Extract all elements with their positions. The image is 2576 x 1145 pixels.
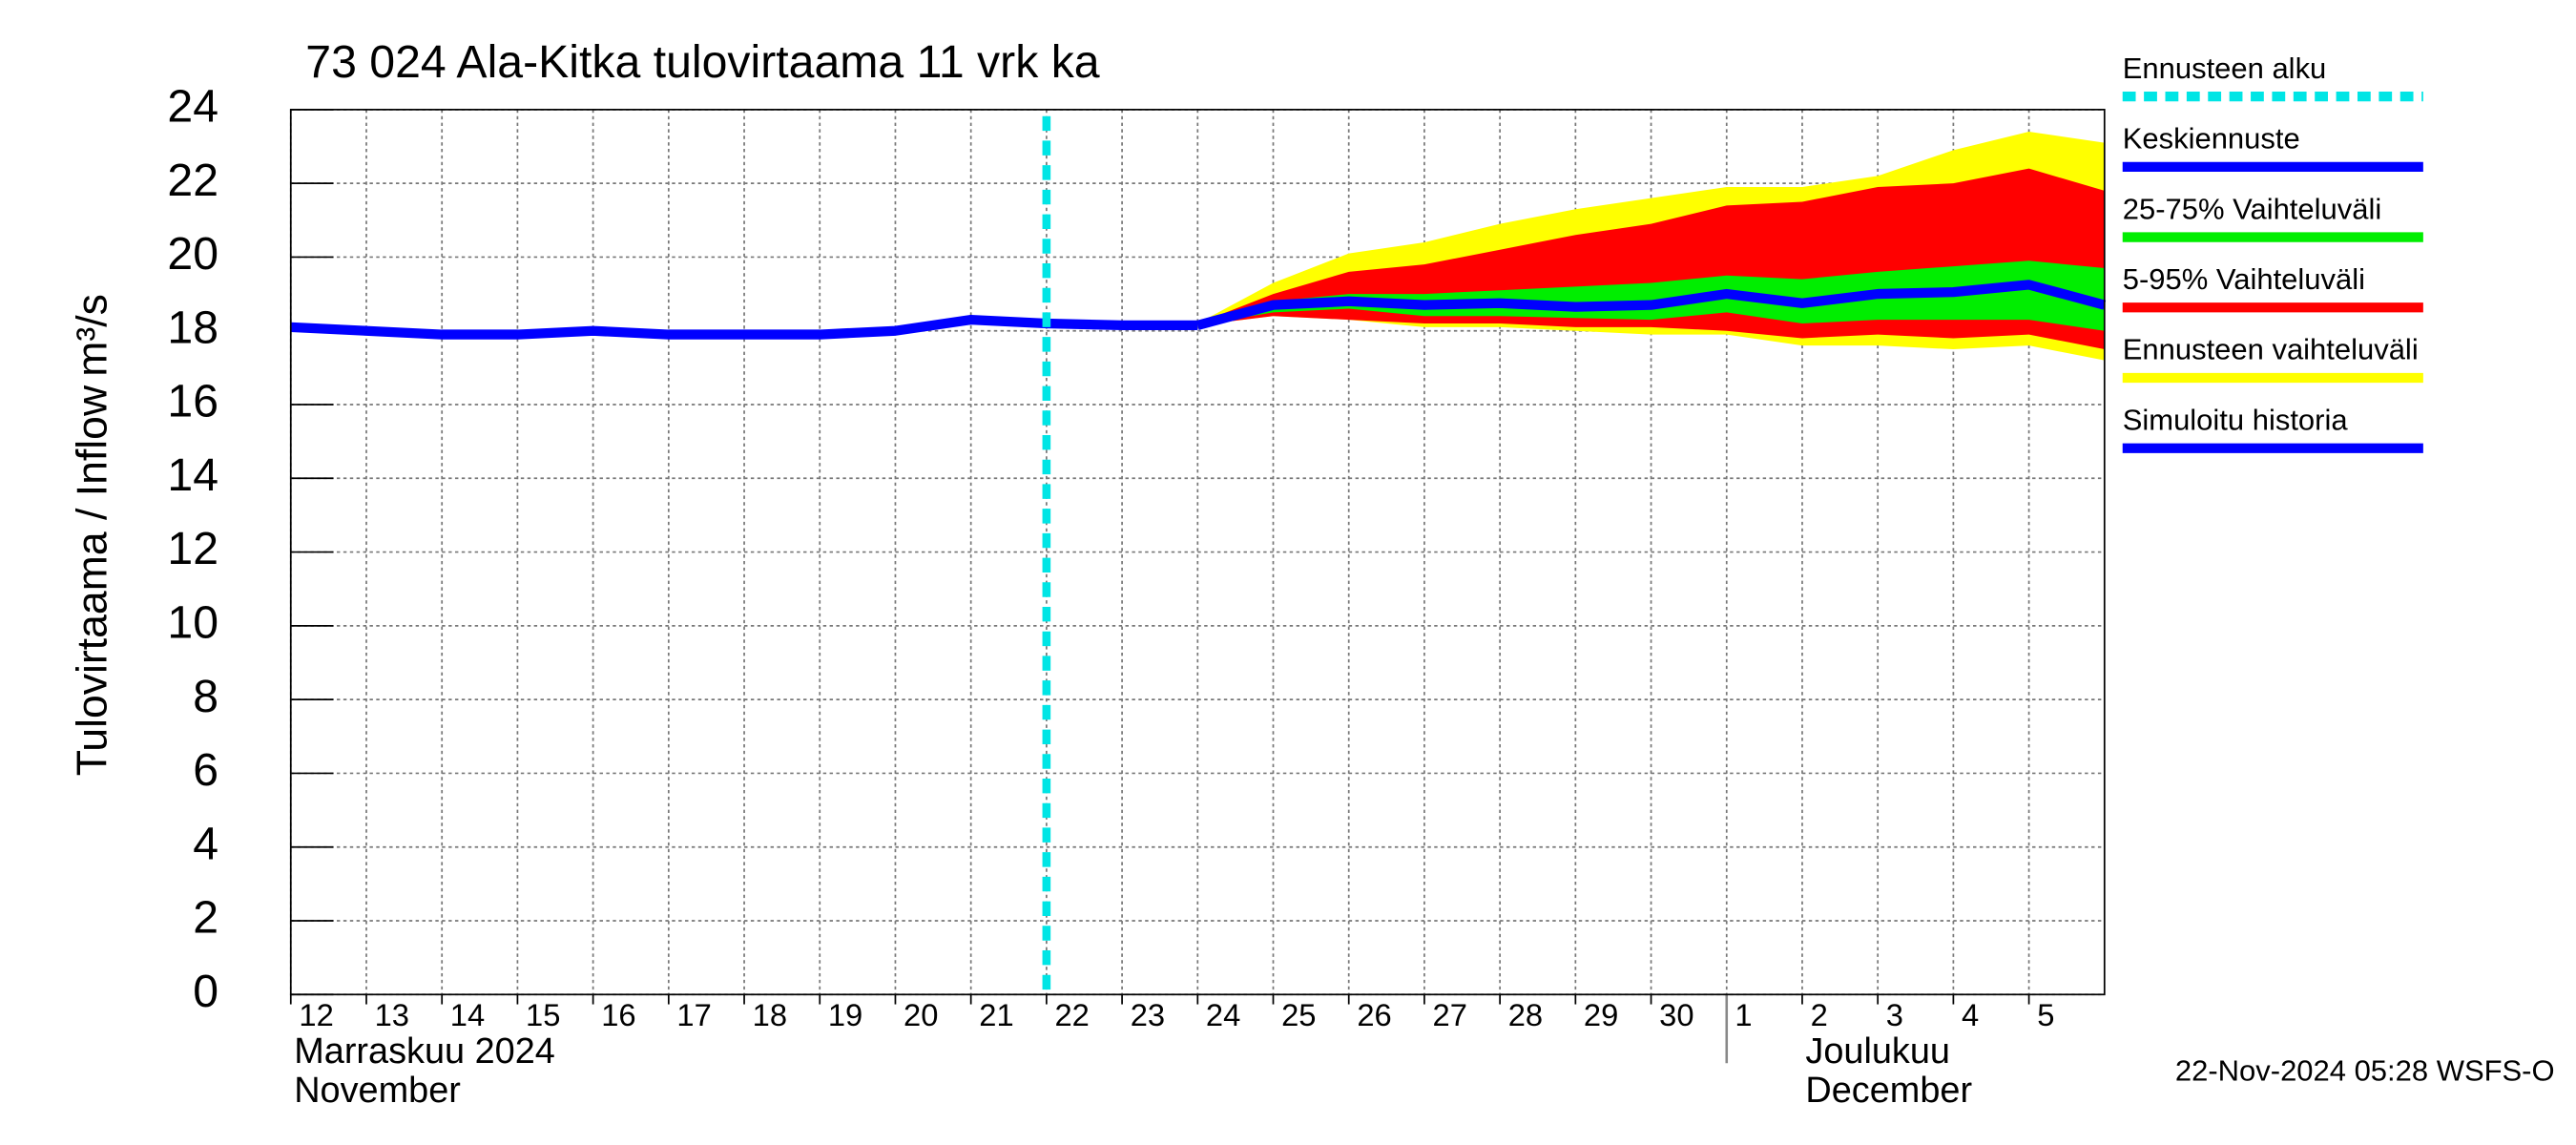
x-tick-label: 24	[1206, 997, 1240, 1032]
y-tick-label: 12	[167, 523, 218, 574]
y-tick-label: 24	[167, 81, 218, 133]
x-tick-label: 28	[1508, 997, 1543, 1032]
month-label: Marraskuu 2024	[294, 1031, 555, 1072]
x-tick-label: 2	[1811, 997, 1828, 1032]
legend-label: Simuloitu historia	[2123, 404, 2349, 437]
y-tick-label: 10	[167, 597, 218, 649]
legend-label: 25-75% Vaihteluväli	[2123, 192, 2381, 225]
y-tick-label: 0	[193, 966, 218, 1017]
legend-label: Keskiennuste	[2123, 122, 2300, 156]
y-axis-label: Tulovirtaama / Inflow	[70, 385, 116, 776]
forecast-band	[1197, 260, 2105, 331]
y-tick-label: 8	[193, 671, 218, 722]
x-tick-label: 5	[2037, 997, 2054, 1032]
x-tick-label: 27	[1433, 997, 1467, 1032]
legend-label: Ennusteen alku	[2123, 52, 2327, 85]
x-tick-label: 30	[1659, 997, 1693, 1032]
x-tick-label: 12	[299, 997, 333, 1032]
y-tick-label: 18	[167, 302, 218, 353]
x-tick-label: 17	[676, 997, 711, 1032]
y-tick-label: 4	[193, 818, 218, 869]
x-tick-label: 26	[1357, 997, 1391, 1032]
legend-label: 5-95% Vaihteluväli	[2123, 262, 2365, 296]
x-tick-label: 23	[1131, 997, 1165, 1032]
y-tick-label: 22	[167, 155, 218, 206]
month-label: November	[294, 1071, 461, 1111]
month-label: Joulukuu	[1805, 1031, 1950, 1072]
x-tick-label: 13	[375, 997, 409, 1032]
y-tick-label: 20	[167, 228, 218, 280]
x-tick-label: 18	[753, 997, 787, 1032]
month-label: December	[1805, 1071, 1972, 1111]
x-tick-label: 4	[1962, 997, 1979, 1032]
y-axis-unit: m³/s	[70, 294, 116, 377]
y-tick-label: 14	[167, 449, 218, 501]
series-line	[1195, 280, 2107, 330]
x-tick-label: 25	[1281, 997, 1316, 1032]
y-tick-label: 6	[193, 744, 218, 796]
x-tick-label: 15	[526, 997, 560, 1032]
y-tick-label: 16	[167, 376, 218, 427]
y-tick-label: 2	[193, 892, 218, 944]
x-tick-label: 3	[1886, 997, 1903, 1032]
x-tick-label: 22	[1054, 997, 1089, 1032]
legend-label: Ennusteen vaihteluväli	[2123, 333, 2419, 366]
x-tick-label: 21	[979, 997, 1013, 1032]
x-tick-label: 16	[601, 997, 635, 1032]
x-tick-label: 14	[450, 997, 485, 1032]
x-tick-label: 20	[904, 997, 938, 1032]
chart-title: 73 024 Ala-Kitka tulovirtaama 11 vrk ka	[305, 36, 1100, 88]
x-tick-label: 19	[828, 997, 862, 1032]
x-tick-label: 29	[1584, 997, 1618, 1032]
footer: 22-Nov-2024 05:28 WSFS-O	[2175, 1054, 2555, 1088]
plot-frame	[289, 109, 2106, 996]
x-tick-label: 1	[1735, 997, 1752, 1032]
